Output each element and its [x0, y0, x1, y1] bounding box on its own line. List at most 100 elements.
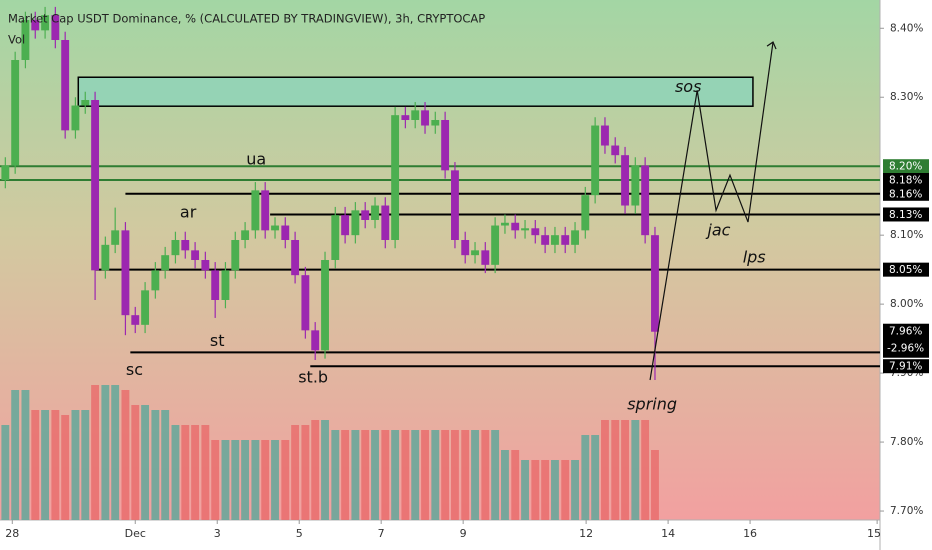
candle-body — [191, 250, 200, 260]
candle-body — [11, 60, 20, 166]
candle-body — [471, 250, 479, 256]
last-price-label: 7.96% — [889, 326, 922, 338]
candle-body — [211, 270, 220, 300]
volume-bar — [221, 440, 230, 520]
projection-path — [649, 41, 774, 381]
price-tag-label: 8.20% — [889, 161, 922, 173]
x-tick-label: 15 — [867, 527, 881, 540]
annotation: ua — [246, 150, 266, 169]
last-price-tag — [883, 323, 929, 358]
candle-body — [621, 155, 629, 206]
volume-bar — [101, 385, 110, 520]
volume-bar — [531, 460, 540, 520]
candle-body — [521, 228, 529, 231]
volume-bar — [301, 425, 310, 520]
candle-body — [311, 330, 320, 351]
chart-subtitle: Vol — [8, 33, 25, 47]
candle-body — [231, 240, 240, 271]
volume-bar — [151, 410, 160, 520]
candle-body — [181, 240, 190, 251]
price-tag-label: 8.05% — [889, 264, 922, 276]
volume-bar — [411, 430, 420, 520]
candle-body — [601, 125, 609, 146]
volume-bar — [641, 420, 650, 520]
candle-body — [461, 240, 470, 256]
volume-bar — [241, 440, 250, 520]
candle-body — [441, 120, 450, 171]
volume-bar — [281, 440, 290, 520]
volume-bar — [521, 460, 529, 520]
volume-bar — [231, 440, 240, 520]
volume-bar — [391, 430, 400, 520]
volume-bar — [351, 430, 360, 520]
volume-bar — [201, 425, 210, 520]
volume-bar — [111, 385, 120, 520]
annotation: st.b — [298, 367, 328, 386]
volume-bar — [581, 435, 590, 520]
volume-bar — [91, 385, 100, 520]
volume-bar — [621, 420, 629, 520]
volume-bar — [571, 460, 579, 520]
annotation: jac — [705, 221, 730, 240]
volume-bar — [591, 435, 600, 520]
x-tick-label: 16 — [743, 527, 757, 540]
candle-body — [501, 222, 509, 226]
candle-body — [91, 100, 100, 271]
volume-bar — [191, 425, 200, 520]
candle-body — [411, 110, 420, 120]
y-tick-label: 8.10% — [890, 229, 923, 241]
candle-body — [291, 240, 300, 276]
volume-bar — [381, 430, 390, 520]
volume-bar — [21, 390, 30, 520]
candle-body — [451, 170, 459, 240]
price-tag — [883, 186, 929, 201]
volume-bar — [161, 410, 170, 520]
x-tick-label: 9 — [460, 527, 467, 540]
volume-bar — [371, 430, 379, 520]
candle-body — [481, 250, 490, 265]
volume-bar — [31, 410, 40, 520]
volume-bar — [551, 460, 559, 520]
price-tag — [883, 207, 929, 222]
volume-bar — [331, 430, 340, 520]
price-tag — [883, 159, 929, 174]
volume-bar — [471, 430, 479, 520]
volume-bar — [401, 430, 410, 520]
candle-body — [51, 15, 60, 41]
candle-body — [561, 235, 570, 245]
annotation: spring — [627, 394, 677, 413]
volume-bar — [321, 420, 329, 520]
candle-body — [271, 225, 279, 231]
price-tag-label: 8.16% — [889, 188, 922, 200]
volume-bar — [51, 410, 60, 520]
price-tag — [883, 262, 929, 277]
price-tag — [883, 173, 929, 187]
x-tick-label: 28 — [5, 527, 19, 540]
volume-bar — [251, 440, 260, 520]
volume-bar — [171, 425, 180, 520]
x-tick-label: 7 — [378, 527, 385, 540]
candle-body — [81, 100, 90, 106]
candle-body — [31, 20, 40, 31]
candle-body — [541, 235, 550, 245]
candle-body — [531, 228, 540, 236]
candle-body — [171, 240, 180, 256]
x-tick-label: 14 — [661, 527, 675, 540]
candle-body — [251, 190, 260, 231]
volume-bar — [451, 430, 459, 520]
volume-bar — [561, 460, 570, 520]
volume-bar — [431, 430, 440, 520]
y-tick-label: 7.70% — [890, 505, 923, 517]
candle-body — [381, 205, 390, 240]
candle-body — [241, 230, 250, 240]
candle-body — [141, 290, 150, 325]
candle-body — [631, 165, 640, 206]
y-tick-label: 8.00% — [890, 298, 923, 310]
candle-body — [111, 230, 120, 245]
candle-body — [391, 115, 400, 240]
price-tag-label: 8.18% — [889, 175, 922, 187]
volume-bar — [181, 425, 190, 520]
volume-bar — [481, 430, 490, 520]
candle-body — [341, 215, 350, 236]
